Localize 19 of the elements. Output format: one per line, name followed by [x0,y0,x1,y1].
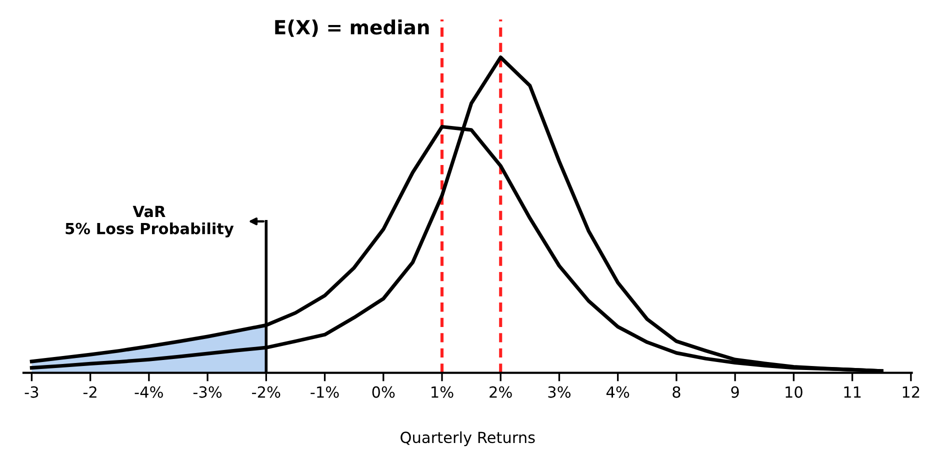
x-tick-label: 0% [372,386,395,398]
x-tick-label: 3% [548,386,571,398]
x-tick-label: -1% [310,386,339,398]
ref-line-label: VaR 5% Loss Probability [66,206,234,238]
x-tick-label: -3% [193,386,222,398]
x-axis-title: Quarterly Returns [400,431,535,446]
x-tick-label: 10 [786,386,802,398]
x-tick-label: 1% [432,386,454,398]
x-tick-label: -4% [134,386,163,398]
x-tick-label: 9 [731,386,739,398]
ref-line-label: E(X) = median [275,20,429,37]
x-tick-label: 12 [902,386,920,398]
x-tick-label: -2 [83,386,96,398]
x-tick-label: 4% [606,386,630,398]
x-tick-label: -3 [24,386,38,398]
x-tick-label: 2% [490,386,512,398]
x-tick-label: -2% [252,386,280,398]
x-tick-label: 11 [844,386,861,398]
x-tick-label: 8 [672,386,680,398]
